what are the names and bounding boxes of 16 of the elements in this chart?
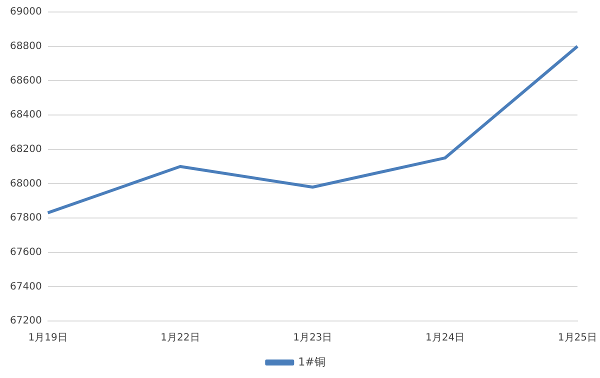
y-tick-label: 68400 <box>10 110 42 121</box>
y-tick-label: 67200 <box>10 316 42 327</box>
y-tick-label: 69000 <box>10 6 42 18</box>
x-tick-label: 1月25日 <box>558 332 598 344</box>
y-tick-label: 68800 <box>10 40 42 52</box>
x-tick-label: 1月23日 <box>293 332 332 344</box>
y-tick-label: 68600 <box>10 75 42 86</box>
y-tick-label: 68200 <box>10 144 42 155</box>
x-tick-label: 1月22日 <box>160 332 200 344</box>
x-tick-label: 1月24日 <box>426 332 465 344</box>
y-tick-label: 67800 <box>10 212 42 224</box>
legend-label: 1#铜 <box>298 355 326 368</box>
x-tick-label: 1月19日 <box>28 332 68 344</box>
y-tick-label: 67600 <box>10 246 42 258</box>
y-tick-label: 67400 <box>10 281 42 292</box>
y-tick-label: 68000 <box>10 178 42 190</box>
